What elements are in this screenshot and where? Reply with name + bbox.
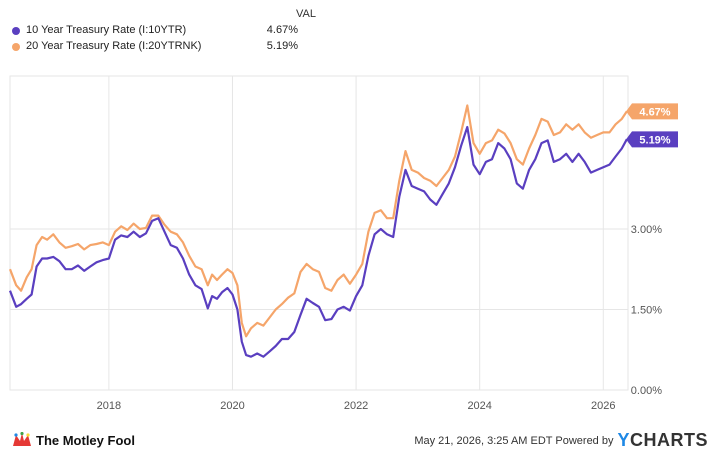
x-tick-label: 2022 [344,400,368,412]
ycharts-logo[interactable]: YCHARTS [617,430,708,450]
brand-name: The Motley Fool [36,432,135,448]
jester-cap-icon [13,432,31,446]
legend-dot-20y [12,43,20,51]
end-value-tag [626,103,678,120]
footer: The Motley Fool May 21, 2026, 3:25 AM ED… [0,428,720,456]
x-tick-label: 2018 [97,400,121,412]
plot-frame [9,75,629,391]
legend-value-header: VAL [296,8,316,20]
x-tick-label: 2026 [591,400,615,412]
timestamp-attribution: May 21, 2026, 3:25 AM EDT Powered by [414,434,614,447]
line-chart: 2018 2020 2022 2024 2026 0.00% 1.50% 3.00% 5.19%… [8,75,678,412]
legend-value-20y: 5.19% [266,40,298,52]
x-tick-label: 2020 [220,400,244,412]
series-line [8,125,628,358]
attribution: May 21, 2026, 3:25 AM EDT Powered by YCH… [414,430,708,451]
end-value-tag [626,131,678,148]
y-tick-label: 3.00% [631,224,662,236]
legend-name-10y: 10 Year Treasury Rate (I:10YTR) [26,24,187,36]
ycharts-logo-rest: CHARTS [630,430,708,450]
x-tick-label: 2024 [467,400,491,412]
end-value-label: 4.67% [639,106,670,118]
motley-fool-brand[interactable]: The Motley Fool [12,432,135,448]
end-value-label: 5.19% [639,134,670,146]
series-line [8,104,628,338]
y-tick-label: 1.50% [631,304,662,316]
legend-dot-10y [12,27,20,35]
legend-name-20y: 20 Year Treasury Rate (I:20YTRNK) [26,40,202,52]
legend-value-10y: 4.67% [266,24,298,36]
y-tick-label: 0.00% [631,385,662,397]
